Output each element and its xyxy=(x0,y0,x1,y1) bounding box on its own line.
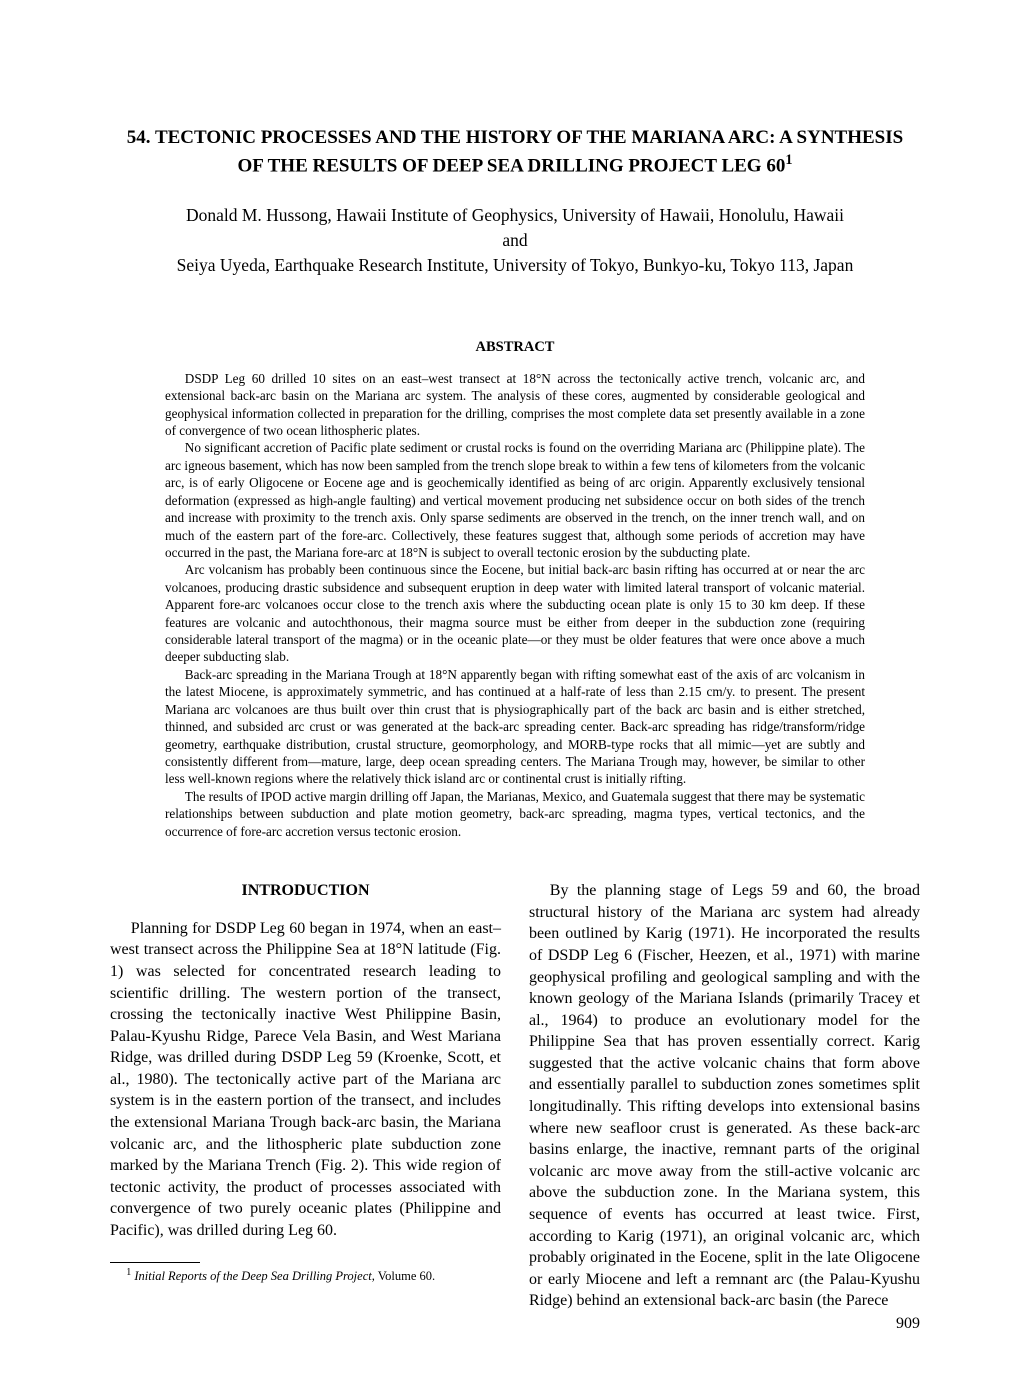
left-column-block: INTRODUCTION Planning for DSDP Leg 60 be… xyxy=(110,880,501,1284)
introduction-heading: INTRODUCTION xyxy=(110,880,501,902)
abstract-paragraph: Back-arc spreading in the Mariana Trough… xyxy=(165,666,865,788)
footnote: 1 Initial Reports of the Deep Sea Drilli… xyxy=(110,1267,501,1284)
title-line-2: OF THE RESULTS OF DEEP SEA DRILLING PROJ… xyxy=(238,155,786,176)
author-line-2: Seiya Uyeda, Earthquake Research Institu… xyxy=(177,255,854,275)
title-line-1: 54. TECTONIC PROCESSES AND THE HISTORY O… xyxy=(127,127,903,148)
abstract-paragraph: No significant accretion of Pacific plat… xyxy=(165,439,865,561)
footnote-mark: 1 xyxy=(126,1267,131,1278)
intro-paragraph: Planning for DSDP Leg 60 began in 1974, … xyxy=(110,918,501,1242)
abstract-paragraph: Arc volcanism has probably been continuo… xyxy=(165,561,865,666)
intro-paragraph: By the planning stage of Legs 59 and 60,… xyxy=(529,880,920,1312)
author-block: Donald M. Hussong, Hawaii Institute of G… xyxy=(110,203,920,279)
abstract-paragraph: The results of IPOD active margin drilli… xyxy=(165,788,865,840)
abstract-body: DSDP Leg 60 drilled 10 sites on an east–… xyxy=(165,370,865,840)
abstract-paragraph: DSDP Leg 60 drilled 10 sites on an east–… xyxy=(165,370,865,440)
footnote-rule xyxy=(110,1262,200,1263)
page-number: 909 xyxy=(896,1315,920,1333)
title-footnote-mark: 1 xyxy=(785,152,792,168)
author-conjunction: and xyxy=(502,230,527,250)
footnote-italic: Initial Reports of the Deep Sea Drilling… xyxy=(134,1269,374,1283)
author-line-1: Donald M. Hussong, Hawaii Institute of G… xyxy=(186,205,844,225)
abstract-heading: ABSTRACT xyxy=(110,339,920,356)
page: 54. TECTONIC PROCESSES AND THE HISTORY O… xyxy=(0,0,1020,1381)
article-title: 54. TECTONIC PROCESSES AND THE HISTORY O… xyxy=(110,125,920,179)
body-columns: INTRODUCTION Planning for DSDP Leg 60 be… xyxy=(110,880,920,1312)
footnote-plain: Volume 60. xyxy=(375,1269,435,1283)
